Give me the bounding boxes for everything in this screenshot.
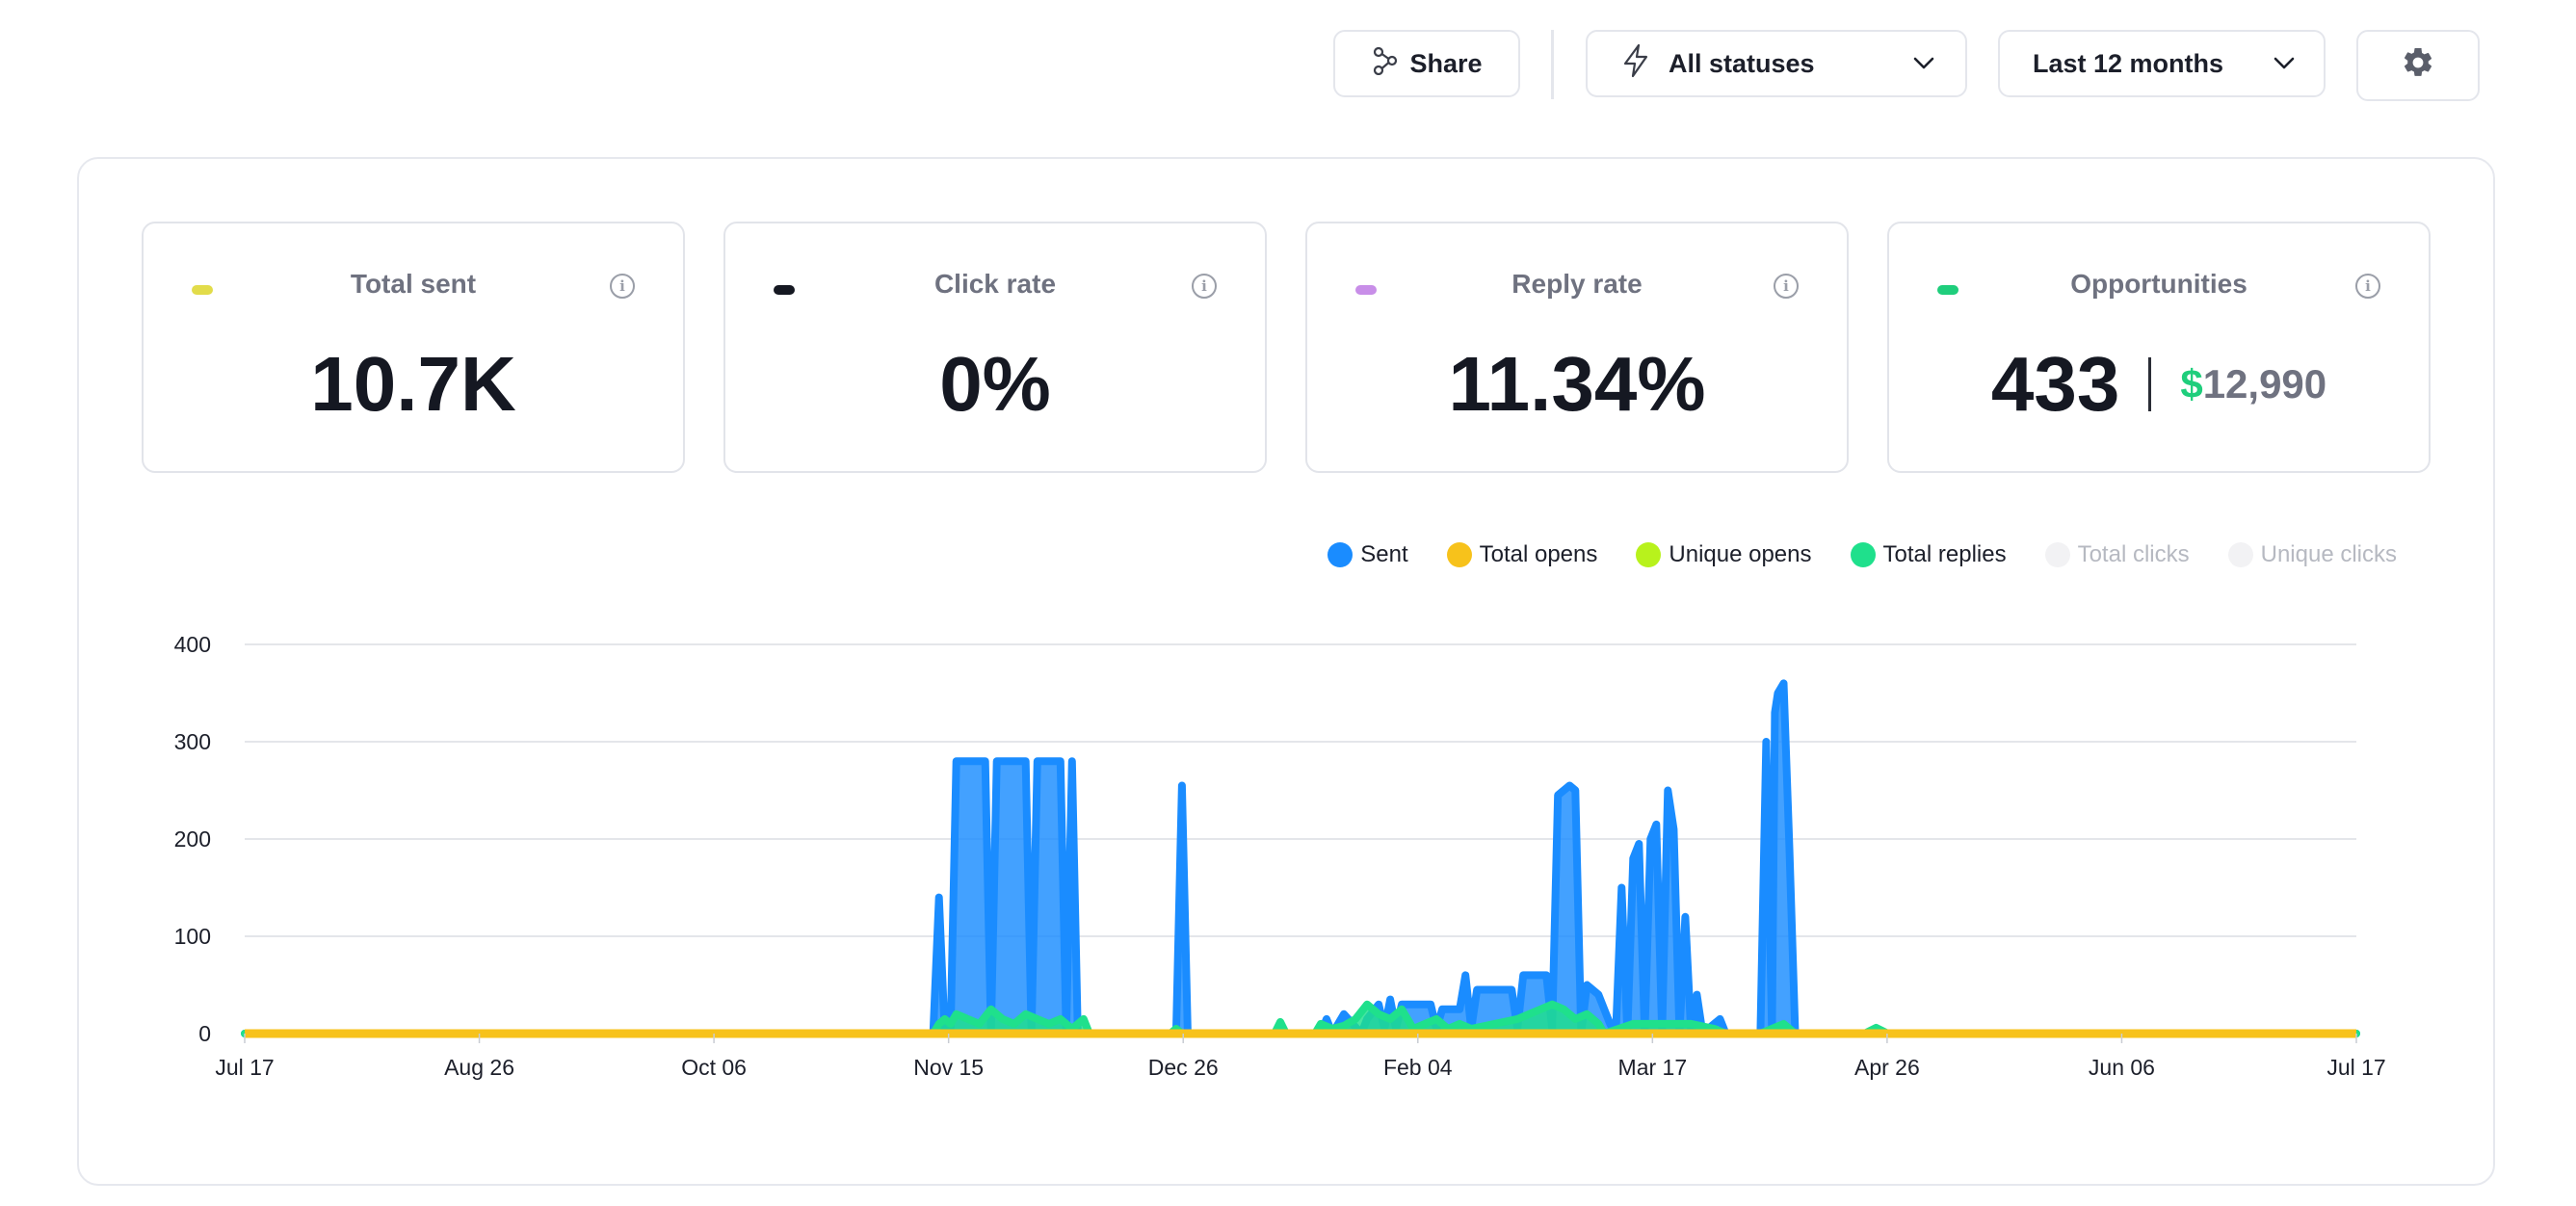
series-area-sent bbox=[241, 679, 2360, 1037]
stat-title: Click rate bbox=[933, 269, 1057, 299]
legend-item-unique-opens[interactable]: Unique opens bbox=[1636, 541, 1812, 568]
legend-swatch bbox=[1636, 542, 1662, 567]
legend-item-sent[interactable]: Sent bbox=[1327, 541, 1408, 568]
legend-label: Total clicks bbox=[2077, 541, 2190, 567]
x-tick-label: Feb 04 bbox=[1383, 1055, 1453, 1080]
stat-value: 10.7K bbox=[310, 341, 516, 427]
toolbar: Share All statuses Last 12 months bbox=[0, 30, 2576, 101]
stat-card-total-sent: Total sent i 10.7K bbox=[142, 222, 685, 473]
stat-color-dot bbox=[774, 285, 795, 295]
x-tick-label: Nov 15 bbox=[913, 1055, 984, 1080]
status-filter-dropdown[interactable]: All statuses bbox=[1586, 30, 1967, 97]
legend-item-total-replies[interactable]: Total replies bbox=[1850, 541, 2007, 568]
y-tick-label: 300 bbox=[174, 729, 211, 754]
stat-title: Total sent bbox=[350, 269, 477, 299]
legend-label: Unique opens bbox=[1669, 541, 1812, 567]
legend-swatch bbox=[2044, 542, 2070, 567]
y-tick-label: 200 bbox=[174, 826, 211, 852]
x-tick-label: Apr 26 bbox=[1854, 1055, 1920, 1080]
stat-value: 0% bbox=[939, 341, 1051, 427]
period-dropdown[interactable]: Last 12 months bbox=[1998, 30, 2326, 97]
legend-swatch bbox=[1850, 542, 1876, 567]
legend-label: Total replies bbox=[1882, 541, 2007, 567]
info-icon[interactable]: i bbox=[610, 274, 635, 299]
x-tick-label: Aug 26 bbox=[444, 1055, 514, 1080]
bolt-icon bbox=[1622, 43, 1649, 85]
legend-swatch bbox=[1327, 542, 1354, 567]
x-tick-label: Dec 26 bbox=[1148, 1055, 1219, 1080]
series-area-total-replies bbox=[241, 1000, 2360, 1037]
stat-color-dot bbox=[1355, 285, 1377, 295]
status-filter-label: All statuses bbox=[1669, 48, 1815, 78]
y-tick-label: 100 bbox=[174, 924, 211, 949]
legend-swatch bbox=[1446, 542, 1472, 567]
stat-title: Reply rate bbox=[1511, 269, 1643, 299]
legend-label: Sent bbox=[1360, 541, 1408, 567]
info-icon[interactable]: i bbox=[1774, 274, 1799, 299]
gear-icon bbox=[2401, 45, 2435, 87]
legend-swatch bbox=[2227, 542, 2253, 567]
x-tick-label: Jul 17 bbox=[2326, 1055, 2385, 1080]
chart-legend: Sent Total opens Unique opens Total repl… bbox=[1289, 541, 2397, 568]
stat-value: 11.34% bbox=[1448, 341, 1706, 427]
legend-item-unique-clicks[interactable]: Unique clicks bbox=[2227, 541, 2397, 568]
chevron-down-icon bbox=[1913, 57, 1934, 70]
legend-label: Total opens bbox=[1479, 541, 1598, 567]
share-button[interactable]: Share bbox=[1333, 30, 1520, 97]
stat-value: 433 bbox=[1990, 341, 2120, 427]
share-icon bbox=[1371, 46, 1398, 82]
share-label: Share bbox=[1409, 48, 1483, 78]
info-icon[interactable]: i bbox=[1192, 274, 1217, 299]
stat-value-row: 433 $12,990 bbox=[1889, 346, 2429, 423]
stat-color-dot bbox=[1937, 285, 1958, 295]
analytics-panel: Total sent i 10.7K Click rate i 0% Reply… bbox=[77, 157, 2495, 1186]
info-icon[interactable]: i bbox=[2355, 274, 2380, 299]
stat-card-click-rate: Click rate i 0% bbox=[723, 222, 1267, 473]
period-label: Last 12 months bbox=[2033, 48, 2224, 78]
settings-button[interactable] bbox=[2356, 30, 2480, 101]
legend-label: Unique clicks bbox=[2260, 541, 2397, 567]
toolbar-divider bbox=[1551, 30, 1554, 99]
x-tick-label: Oct 06 bbox=[681, 1055, 747, 1080]
legend-item-total-clicks[interactable]: Total clicks bbox=[2044, 541, 2190, 568]
x-tick-label: Mar 17 bbox=[1618, 1055, 1688, 1080]
stat-color-dot bbox=[192, 285, 213, 295]
y-tick-label: 0 bbox=[198, 1021, 211, 1046]
x-tick-label: Jun 06 bbox=[2089, 1055, 2155, 1080]
x-tick-label: Jul 17 bbox=[215, 1055, 274, 1080]
legend-item-total-opens[interactable]: Total opens bbox=[1446, 541, 1598, 568]
chevron-down-icon bbox=[2274, 57, 2295, 70]
stat-card-opportunities: Opportunities i 433 $12,990 bbox=[1887, 222, 2431, 473]
stat-title: Opportunities bbox=[2070, 269, 2247, 299]
stat-card-reply-rate: Reply rate i 11.34% bbox=[1305, 222, 1849, 473]
activity-chart: 0 100 200 300 400 Jul 17 Aug 26 Oct 06 Nov 15 Dec… bbox=[174, 632, 2386, 1080]
opportunity-value: $12,990 bbox=[2180, 364, 2326, 405]
value-divider bbox=[2148, 357, 2152, 411]
opportunity-amount: 12,990 bbox=[2202, 361, 2327, 406]
currency-symbol: $ bbox=[2180, 361, 2203, 406]
y-tick-label: 400 bbox=[174, 632, 211, 657]
